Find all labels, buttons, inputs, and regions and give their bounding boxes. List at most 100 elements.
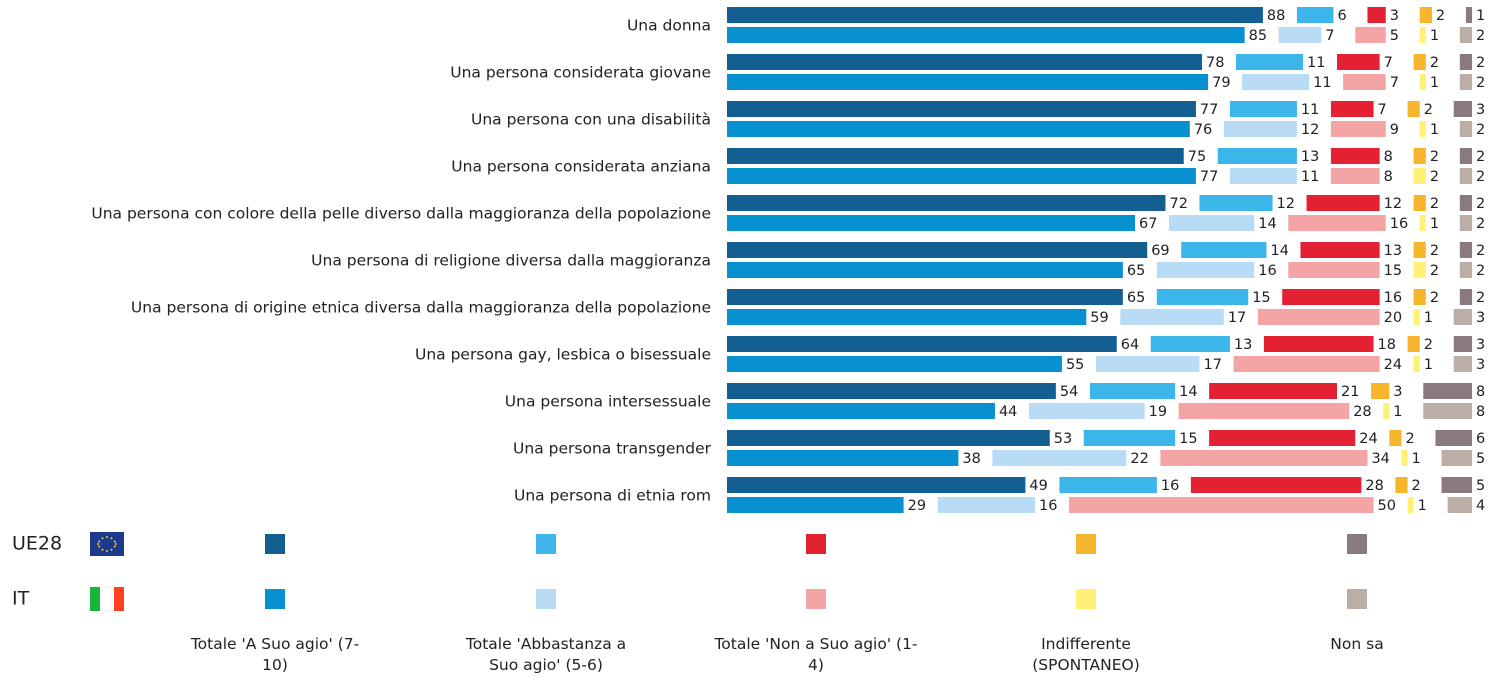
value-label: 2 (1430, 263, 1439, 279)
legend-swatch (265, 534, 285, 554)
bar-segment (1423, 403, 1472, 419)
value-label: 1 (1412, 451, 1421, 467)
bar-segment (727, 383, 1056, 399)
bar-segment (727, 336, 1117, 352)
bar-segment (727, 477, 1026, 493)
bar-segment (1181, 242, 1267, 258)
value-label: 12 (1277, 196, 1295, 212)
value-label: 1 (1424, 310, 1433, 326)
value-label: 69 (1151, 243, 1169, 259)
legend-swatch (536, 534, 556, 554)
bar-segment (1233, 356, 1380, 372)
bar-segment (1257, 309, 1380, 325)
value-label: 24 (1384, 357, 1402, 373)
bar-segment (1419, 7, 1432, 23)
legend-label: Indifferente (SPONTANEO) (1032, 635, 1140, 674)
value-label: 38 (962, 451, 980, 467)
bar-segment (1459, 121, 1472, 137)
bar-segment (1282, 289, 1380, 305)
bar-segment (1453, 336, 1472, 352)
value-label: 2 (1412, 478, 1421, 494)
value-label: 72 (1169, 196, 1187, 212)
value-label: 5 (1390, 28, 1399, 44)
bar-segment (1229, 101, 1297, 117)
category-label: Una donna (627, 17, 711, 35)
legend-swatch (1076, 589, 1096, 609)
value-label: 4 (1476, 498, 1485, 514)
value-label: 3 (1476, 102, 1485, 118)
value-label: 1 (1430, 75, 1439, 91)
value-label: 2 (1476, 263, 1485, 279)
value-label: 9 (1390, 122, 1399, 138)
bar-segment (1278, 27, 1322, 43)
bar-segment (1300, 242, 1380, 258)
value-label: 3 (1476, 357, 1485, 373)
category-label: Una persona gay, lesbica o bisessuale (415, 346, 711, 364)
bar-segment (727, 54, 1203, 70)
value-label: 67 (1139, 216, 1157, 232)
bar-segment (727, 497, 904, 513)
legend-swatch (1076, 534, 1096, 554)
bar-segment (1150, 336, 1230, 352)
group-label: UE28 (12, 533, 62, 555)
value-label: 64 (1121, 337, 1139, 353)
bar-segment (1199, 195, 1273, 211)
bar-segment (1330, 168, 1380, 184)
value-label: 15 (1384, 263, 1402, 279)
value-label: 2 (1424, 337, 1433, 353)
category-label: Una persona con colore della pelle diver… (91, 205, 711, 223)
value-label: 22 (1130, 451, 1148, 467)
value-label: 5 (1476, 451, 1485, 467)
bar-segment (1371, 383, 1390, 399)
bar-segment (1413, 356, 1420, 372)
bar-segment (1441, 450, 1472, 466)
bar-segment (1423, 383, 1472, 399)
value-label: 7 (1390, 75, 1399, 91)
value-label: 14 (1258, 216, 1276, 232)
value-label: 15 (1179, 431, 1197, 447)
value-label: 18 (1378, 337, 1396, 353)
bar-segment (727, 195, 1166, 211)
group-label: IT (12, 588, 30, 610)
value-label: 16 (1384, 290, 1402, 306)
category-label: Una persona con una disabilità (471, 111, 711, 129)
bar-segment (1367, 7, 1386, 23)
value-label: 1 (1430, 216, 1439, 232)
legend-label: Non sa (1330, 635, 1384, 653)
bar-segment (1288, 262, 1380, 278)
value-label: 24 (1359, 431, 1377, 447)
value-label: 2 (1430, 243, 1439, 259)
bar-segment (1441, 477, 1472, 493)
bar-segment (1413, 242, 1426, 258)
value-label: 7 (1325, 28, 1334, 44)
bar-segment (1069, 497, 1374, 513)
bar-segment (727, 148, 1184, 164)
value-label: 59 (1090, 310, 1108, 326)
bar-segment (1160, 450, 1368, 466)
bar-segment (1459, 262, 1472, 278)
bar-segment (1296, 7, 1334, 23)
legend-swatch (1347, 534, 1367, 554)
value-label: 12 (1301, 122, 1319, 138)
bar-segment (1453, 101, 1472, 117)
bar-segment (727, 215, 1136, 231)
bar-segment (1355, 27, 1386, 43)
bar-segment (1413, 148, 1426, 164)
value-label: 1 (1418, 498, 1427, 514)
value-label: 53 (1054, 431, 1072, 447)
bar-segment (1306, 195, 1380, 211)
value-label: 1 (1393, 404, 1402, 420)
category-label: Una persona di etnia rom (514, 487, 711, 505)
bar-segment (1419, 74, 1426, 90)
legend-label: Totale 'A Suo agio' (7-10) (190, 635, 360, 674)
bar-segment (1465, 7, 1472, 23)
bar-segment (1447, 497, 1472, 513)
value-label: 1 (1430, 28, 1439, 44)
bar-segment (1401, 450, 1408, 466)
value-label: 49 (1029, 478, 1047, 494)
value-label: 65 (1127, 263, 1145, 279)
bar-segment (1453, 309, 1472, 325)
value-label: 77 (1200, 169, 1218, 185)
bar-segment (1407, 101, 1420, 117)
value-label: 11 (1307, 55, 1325, 71)
